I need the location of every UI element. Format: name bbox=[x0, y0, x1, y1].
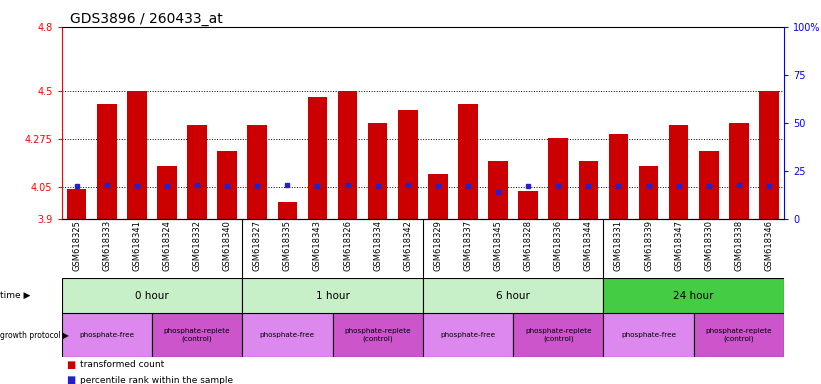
Bar bbox=[729, 123, 749, 219]
Bar bbox=[513, 313, 603, 357]
Bar bbox=[308, 97, 328, 219]
Text: phosphate-free: phosphate-free bbox=[259, 332, 315, 338]
Text: 6 hour: 6 hour bbox=[496, 291, 530, 301]
Bar bbox=[277, 202, 297, 219]
Text: phosphate-replete
(control): phosphate-replete (control) bbox=[163, 328, 231, 342]
Bar bbox=[608, 134, 628, 219]
Bar bbox=[488, 161, 508, 219]
Bar bbox=[548, 138, 568, 219]
Bar bbox=[242, 278, 423, 313]
Bar bbox=[603, 278, 784, 313]
Text: transformed count: transformed count bbox=[80, 360, 165, 369]
Text: GDS3896 / 260433_at: GDS3896 / 260433_at bbox=[70, 12, 222, 25]
Bar bbox=[518, 191, 538, 219]
Text: time ▶: time ▶ bbox=[0, 291, 30, 300]
Text: percentile rank within the sample: percentile rank within the sample bbox=[80, 376, 234, 384]
Bar bbox=[603, 313, 694, 357]
Text: growth protocol ▶: growth protocol ▶ bbox=[0, 331, 69, 339]
Bar bbox=[187, 125, 207, 219]
Text: phosphate-free: phosphate-free bbox=[440, 332, 496, 338]
Bar bbox=[127, 91, 147, 219]
Text: ■: ■ bbox=[66, 360, 75, 370]
Text: phosphate-replete
(control): phosphate-replete (control) bbox=[344, 328, 411, 342]
Bar bbox=[62, 278, 242, 313]
Bar bbox=[694, 313, 784, 357]
Bar bbox=[428, 174, 447, 219]
Bar bbox=[152, 313, 242, 357]
Bar bbox=[759, 91, 779, 219]
Text: ■: ■ bbox=[66, 375, 75, 384]
Text: 24 hour: 24 hour bbox=[673, 291, 714, 301]
Text: phosphate-replete
(control): phosphate-replete (control) bbox=[525, 328, 592, 342]
Bar bbox=[423, 313, 513, 357]
Text: 0 hour: 0 hour bbox=[135, 291, 169, 301]
Bar bbox=[699, 151, 718, 219]
Bar bbox=[458, 104, 478, 219]
Bar bbox=[67, 189, 86, 219]
Text: 1 hour: 1 hour bbox=[315, 291, 350, 301]
Bar bbox=[218, 151, 237, 219]
Bar bbox=[247, 125, 267, 219]
Text: phosphate-free: phosphate-free bbox=[621, 332, 677, 338]
Bar bbox=[398, 110, 418, 219]
Text: phosphate-replete
(control): phosphate-replete (control) bbox=[705, 328, 773, 342]
Bar bbox=[423, 278, 603, 313]
Bar bbox=[579, 161, 599, 219]
Bar bbox=[97, 104, 117, 219]
Bar bbox=[368, 123, 388, 219]
Bar bbox=[639, 166, 658, 219]
Text: phosphate-free: phosphate-free bbox=[79, 332, 135, 338]
Bar bbox=[337, 91, 357, 219]
Bar bbox=[242, 313, 333, 357]
Bar bbox=[157, 166, 177, 219]
Bar bbox=[669, 125, 689, 219]
Bar bbox=[62, 313, 152, 357]
Bar bbox=[333, 313, 423, 357]
